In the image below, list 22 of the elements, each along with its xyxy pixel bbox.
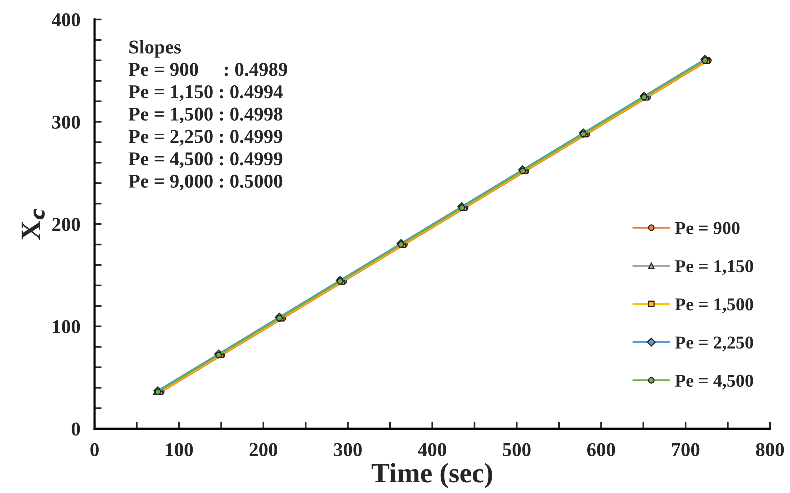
x-tick-label: 600 (587, 443, 616, 456)
y-tick-label: 300 (52, 116, 80, 129)
annotation: Slopes Pe = 900 : 0.4989 Pe = 1,150 : 0.4994 Pe = 1,500 : 0.4998 Pe = 2,250 : 0.4999 Pe = 4,500 : 0.4999 Pe = 9,000 : 0.5000 (128, 40, 288, 191)
x-tick-label: 400 (418, 443, 446, 456)
legend-label: Pe = 1,500 (675, 298, 754, 314)
x-tick-label: 300 (334, 443, 362, 456)
x-tick-label: 0 (90, 443, 99, 456)
legend-label: Pe = 4,500 (675, 374, 754, 390)
x-axis-title: Time (sec) (372, 463, 492, 488)
y-tick-label: 200 (52, 218, 80, 232)
x-tick-label: 100 (166, 443, 194, 456)
x-tick-label: 200 (250, 443, 278, 456)
legend-label: Pe = 1,150 (675, 260, 754, 276)
y-tick-label: 100 (53, 320, 80, 334)
y-axis-title: X$_{c}$ (22, 209, 45, 240)
legend-label: Pe = 2,250 (675, 336, 754, 352)
x-tick-label: 700 (672, 443, 700, 456)
y-tick-label: 0 (72, 422, 80, 436)
y-tick-label: 400 (52, 14, 80, 27)
x-tick-label: 800 (756, 443, 784, 456)
x-tick-label: 500 (503, 443, 531, 456)
legend-label: Pe = 900 (675, 222, 740, 234)
